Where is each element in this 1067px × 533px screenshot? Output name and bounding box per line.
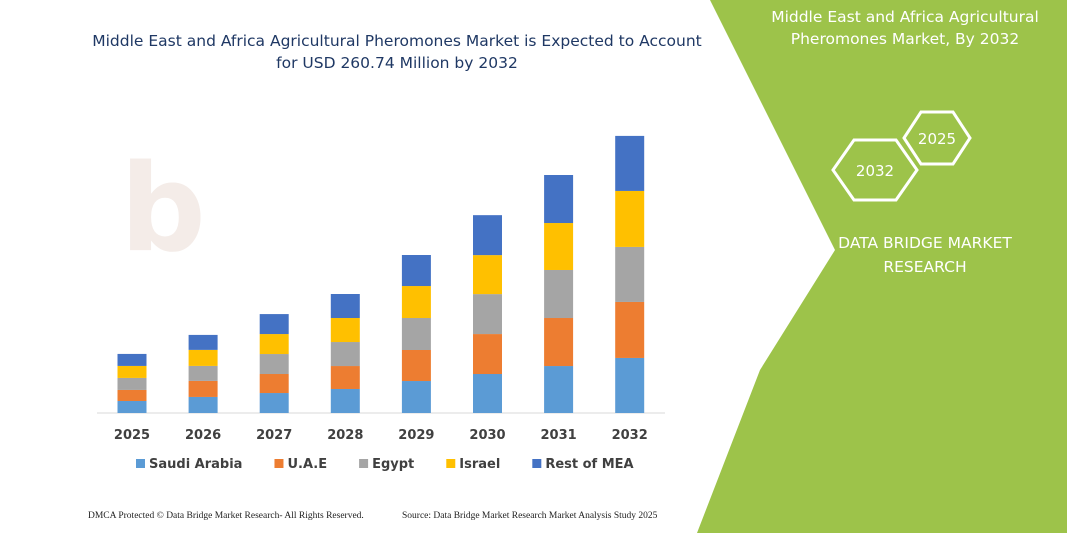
bar-segment [473, 374, 502, 413]
bar-segment [544, 223, 574, 270]
footer-left: DMCA Protected © Data Bridge Market Rese… [88, 510, 364, 521]
bar-segment [188, 349, 218, 366]
x-tick-label: 2028 [327, 428, 363, 443]
bar-segment [330, 342, 360, 367]
bar-segment [117, 365, 147, 378]
legend-swatch [136, 459, 145, 468]
x-tick-label: 2032 [612, 428, 648, 443]
x-tick-label: 2027 [256, 428, 292, 443]
bar-segment [544, 366, 574, 413]
bar-segment [615, 301, 645, 358]
legend-label: Saudi Arabia [149, 457, 242, 472]
brand: DATA BRIDGE MARKET RESEARCH [838, 234, 1012, 276]
bar-segment [473, 294, 502, 335]
hexagon [902, 110, 972, 166]
x-tick-label: 2030 [469, 428, 505, 443]
hex-label: 2025 [918, 130, 956, 148]
bar-segment [259, 334, 289, 355]
legend-swatch [359, 459, 369, 468]
bar-segment [330, 318, 360, 343]
side-panel [697, 0, 1067, 533]
x-tick-label: 2029 [398, 428, 434, 443]
bar-segment [330, 366, 360, 389]
bar-segment [544, 269, 574, 319]
legend-label: Israel [459, 457, 500, 472]
bar-segment [473, 215, 502, 256]
bar-segment [401, 286, 431, 319]
bar-segment [615, 135, 645, 191]
x-tick-label: 2031 [541, 428, 577, 443]
legend-swatch [532, 459, 542, 468]
bar-segment [330, 388, 360, 413]
bar-segment [259, 314, 289, 335]
bar-segment [259, 374, 289, 394]
bar-segment [330, 294, 360, 319]
legend-label: U.A.E [287, 457, 327, 472]
legend-swatch [446, 459, 456, 468]
bar-segment [259, 354, 289, 375]
bar-segment [615, 357, 645, 413]
bar-segment [615, 190, 645, 247]
bar-segment [615, 246, 645, 302]
x-tick-label: 2025 [114, 428, 150, 443]
legend-label: Egypt [372, 457, 414, 472]
legend-swatch [274, 459, 284, 468]
chart-title: Middle East and Africa Agricultural Pher… [92, 32, 702, 72]
bar-segment [117, 400, 147, 413]
bar-segment [473, 255, 502, 295]
x-tick-label: 2026 [185, 428, 221, 443]
footer-right: Source: Data Bridge Market Research Mark… [402, 511, 658, 521]
bar-segment [544, 318, 574, 367]
bar-segment [188, 365, 218, 381]
bar-segment [401, 255, 431, 287]
bar-segment [473, 334, 502, 375]
bar-segment [188, 334, 218, 350]
panel-title: Middle East and Africa Agricultural Phero… [771, 8, 1039, 48]
bar-segment [401, 349, 431, 382]
bar-segment [259, 393, 289, 413]
bar-segment [117, 353, 147, 366]
bar-segment [117, 377, 147, 390]
legend-label: Rest of MEA [545, 457, 633, 472]
bar-segment [188, 380, 218, 397]
bar-segment [188, 396, 218, 413]
bar-segment [401, 381, 431, 413]
bar-segment [117, 389, 147, 401]
bar-segment [401, 318, 431, 350]
bar-segment [544, 175, 574, 224]
watermark: b [120, 140, 206, 279]
hex-label: 2032 [856, 162, 894, 180]
hexagon [831, 138, 919, 202]
